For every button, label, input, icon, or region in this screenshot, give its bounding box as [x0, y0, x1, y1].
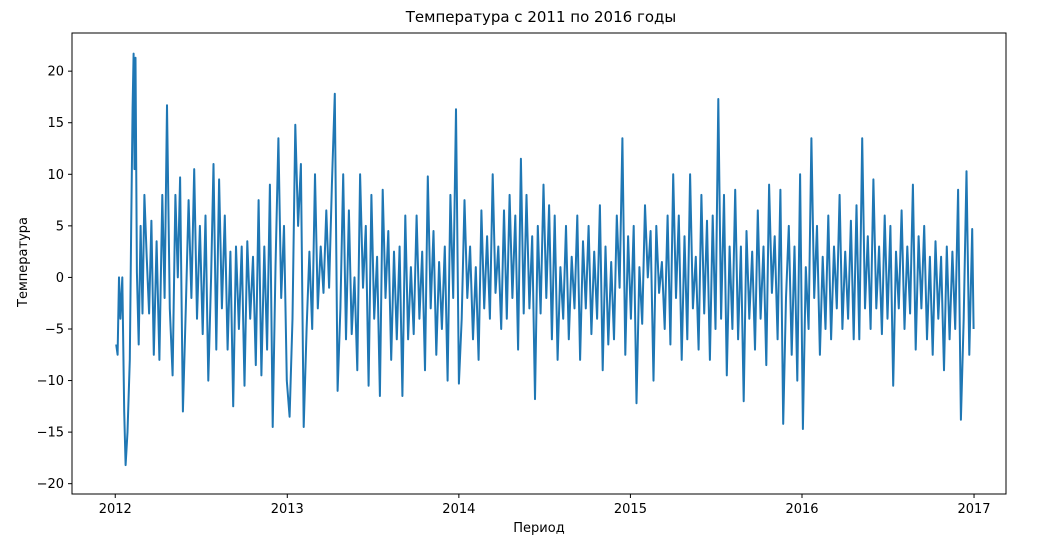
x-tick-label: 2015 [614, 502, 647, 517]
y-axis: −20 −15 −10 −5 0 5 10 15 20 [37, 65, 72, 492]
y-tick-label: −20 [37, 477, 64, 492]
x-axis-label: Период [513, 521, 564, 536]
x-tick-label: 2017 [957, 502, 990, 517]
plot-area [115, 52, 975, 467]
chart-title: Температура с 2011 по 2016 годы [405, 8, 676, 26]
plot-frame [71, 32, 1007, 495]
y-tick-label: −5 [45, 322, 64, 337]
y-tick-label: 15 [47, 116, 64, 131]
x-tick-label: 2016 [785, 502, 818, 517]
y-tick-label: 5 [56, 219, 64, 234]
y-tick-label: 10 [47, 168, 64, 183]
y-tick-label: −15 [37, 426, 64, 441]
y-tick-label: 0 [56, 271, 64, 286]
x-tick-label: 2013 [271, 502, 304, 517]
x-axis: 2012 2013 2014 2015 2016 2017 [99, 494, 991, 517]
x-tick-label: 2014 [442, 502, 475, 517]
temperature-series-line [115, 52, 975, 467]
x-tick-label: 2012 [99, 502, 132, 517]
y-tick-label: 20 [47, 65, 64, 80]
y-tick-label: −10 [37, 374, 64, 389]
y-axis-label: Температура [16, 217, 31, 308]
